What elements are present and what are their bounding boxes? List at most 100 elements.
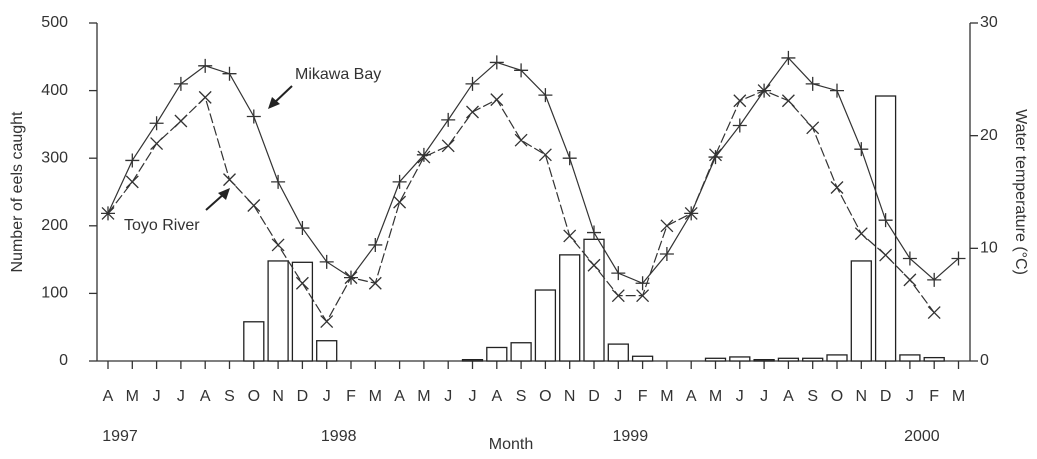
y2-tick-label: 0 — [980, 352, 989, 369]
bar — [243, 321, 265, 362]
marker — [636, 289, 650, 303]
marker — [927, 272, 942, 287]
marker — [149, 116, 164, 131]
x-tick-label: F — [929, 388, 939, 405]
x-tick-label: N — [272, 388, 284, 405]
x-tick-label: M — [709, 388, 722, 405]
x-tick-label: S — [516, 388, 527, 405]
marker — [587, 225, 601, 240]
marker — [927, 306, 941, 320]
x-tick-label: J — [906, 388, 914, 405]
year-label: 2000 — [904, 428, 940, 445]
marker — [490, 93, 504, 107]
bar — [753, 358, 775, 362]
bar — [826, 354, 848, 362]
marker — [465, 76, 480, 91]
marker — [101, 206, 115, 220]
marker — [611, 266, 626, 281]
marker — [150, 137, 164, 151]
marker — [854, 142, 869, 157]
x-tick-label: D — [297, 388, 309, 405]
x-tick-label: S — [807, 388, 818, 405]
y-tick-label: 0 — [59, 352, 68, 369]
marker — [173, 76, 188, 91]
x-tick-label: M — [952, 388, 965, 405]
x-tick-label: O — [248, 388, 260, 405]
marker — [392, 174, 407, 189]
bar — [704, 357, 727, 362]
marker — [466, 105, 479, 119]
annotation-arrowhead — [268, 97, 280, 109]
bar — [729, 356, 751, 362]
x-tick-label: A — [200, 388, 211, 405]
marker — [708, 150, 723, 165]
x-tick-label: F — [346, 388, 356, 405]
x-tick-label: J — [760, 388, 768, 405]
bar — [850, 260, 872, 362]
marker — [246, 109, 261, 124]
bar — [316, 340, 338, 362]
marker — [223, 173, 236, 187]
year-label: 1999 — [613, 428, 649, 445]
y-tick-label: 300 — [41, 149, 68, 166]
x-tick-label: O — [831, 388, 843, 405]
marker — [320, 315, 334, 329]
bar — [461, 358, 484, 362]
x-tick-label: F — [638, 388, 648, 405]
x-tick-label: M — [660, 388, 673, 405]
marker — [709, 148, 722, 162]
bar — [923, 356, 945, 362]
marker — [903, 273, 917, 287]
marker — [879, 248, 893, 262]
y2-tick-label: 10 — [980, 240, 998, 257]
y-tick-label: 200 — [41, 217, 68, 234]
marker — [538, 148, 552, 162]
x-tick-label: O — [539, 388, 551, 405]
x-tick-label: A — [491, 388, 502, 405]
marker — [271, 238, 285, 252]
marker — [854, 227, 868, 241]
bar — [510, 342, 532, 362]
y2-axis-title: Water temperature (°C) — [1012, 109, 1029, 275]
bar — [267, 260, 289, 362]
bar — [559, 254, 581, 362]
marker — [295, 276, 309, 290]
line — [107, 89, 935, 323]
bar — [291, 261, 314, 362]
x-tick-label: D — [880, 388, 892, 405]
bar — [607, 343, 629, 362]
marker — [344, 271, 358, 285]
x-tick-label: D — [588, 388, 600, 405]
y-axis-title: Number of eels caught — [9, 111, 26, 273]
marker — [562, 151, 577, 166]
y2-tick-label: 20 — [980, 127, 998, 144]
marker — [538, 88, 553, 103]
y2-tick-label: 30 — [980, 14, 998, 31]
marker — [805, 76, 820, 91]
marker — [611, 289, 625, 303]
marker — [247, 199, 261, 212]
x-tick-label: J — [323, 388, 331, 405]
marker — [781, 94, 795, 108]
marker — [271, 174, 286, 189]
annotation-arrowhead — [218, 188, 230, 200]
marker — [514, 133, 528, 147]
marker — [757, 84, 771, 98]
x-tick-label: M — [417, 388, 430, 405]
marker — [732, 118, 747, 133]
x-tick-label: S — [224, 388, 235, 405]
x-axis-title: Month — [489, 436, 533, 453]
bar — [486, 346, 508, 362]
x-tick-label: A — [783, 388, 794, 405]
marker — [587, 258, 601, 272]
bar — [534, 289, 557, 362]
bar — [631, 355, 654, 362]
marker — [514, 63, 529, 78]
y-tick-label: 400 — [41, 82, 68, 99]
marker — [319, 254, 334, 269]
marker — [417, 150, 431, 164]
marker — [295, 221, 310, 236]
line — [107, 56, 959, 284]
marker — [806, 121, 820, 135]
